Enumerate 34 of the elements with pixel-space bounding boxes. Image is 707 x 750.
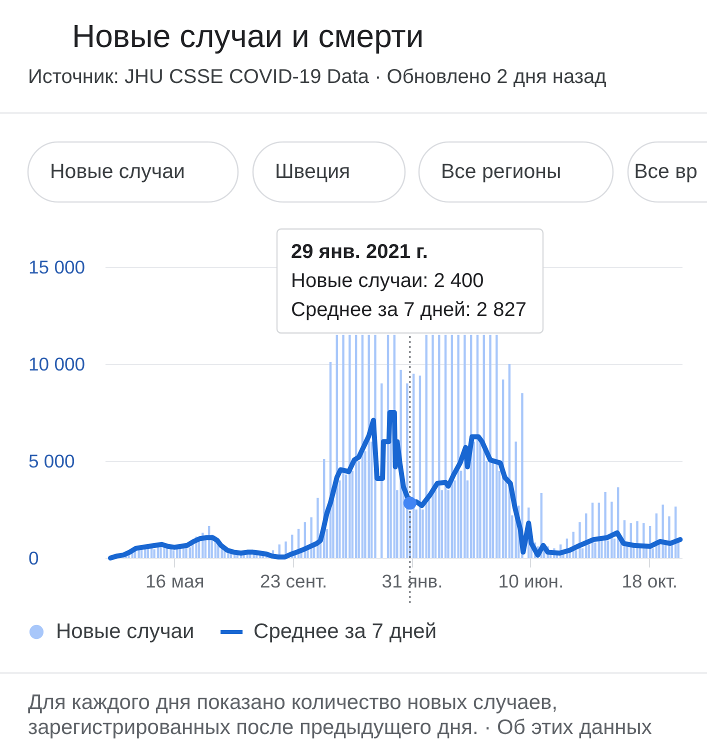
bar xyxy=(342,334,344,558)
x-tick-label: 10 июн. xyxy=(498,570,564,592)
legend-label: Среднее за 7 дней xyxy=(254,620,437,643)
bar xyxy=(489,334,492,558)
bar xyxy=(496,334,498,558)
y-tick-label: 0 xyxy=(28,548,39,568)
bar xyxy=(432,334,434,558)
annotation: Среднее за 7 дней: 2 827 xyxy=(291,299,526,321)
chart-subtitle: Источник: JHU CSSE COVID-19 Data · Обновлено 2 дня назад xyxy=(28,66,607,88)
y-tick-label: 15 000 xyxy=(28,256,86,278)
x-tick-label: 18 окт. xyxy=(622,570,678,592)
annotation: Новые случаи: 2 400 xyxy=(291,270,484,292)
text: Новые случаи xyxy=(50,160,185,183)
bar xyxy=(172,550,175,558)
text: 29 янв. 2021 г. xyxy=(291,241,428,263)
bar xyxy=(348,334,351,558)
bar xyxy=(368,334,370,558)
bar xyxy=(604,492,606,558)
text: Все регионы xyxy=(441,160,562,183)
y-tick-label: 5 000 xyxy=(28,450,75,472)
legend-label: Новые случаи xyxy=(56,620,194,643)
bar xyxy=(464,334,466,558)
chart-title: Новые случаи и смерти xyxy=(72,18,424,54)
x-tick-label: 16 мая xyxy=(146,570,204,592)
bar xyxy=(610,502,613,558)
bar xyxy=(457,334,460,558)
bar xyxy=(662,504,664,558)
text: Швеция xyxy=(275,160,350,183)
text: Для каждого дня показано количество новых случаев, зарегистрированных после предыдущего дня. · Об этих данных xyxy=(28,691,652,739)
x-tick-label: 23 сент. xyxy=(260,570,328,592)
text: Все вр xyxy=(634,160,698,183)
x-tick-label: 31 янв. xyxy=(382,570,443,592)
y-tick-label: 10 000 xyxy=(28,354,86,374)
bar xyxy=(153,549,156,558)
